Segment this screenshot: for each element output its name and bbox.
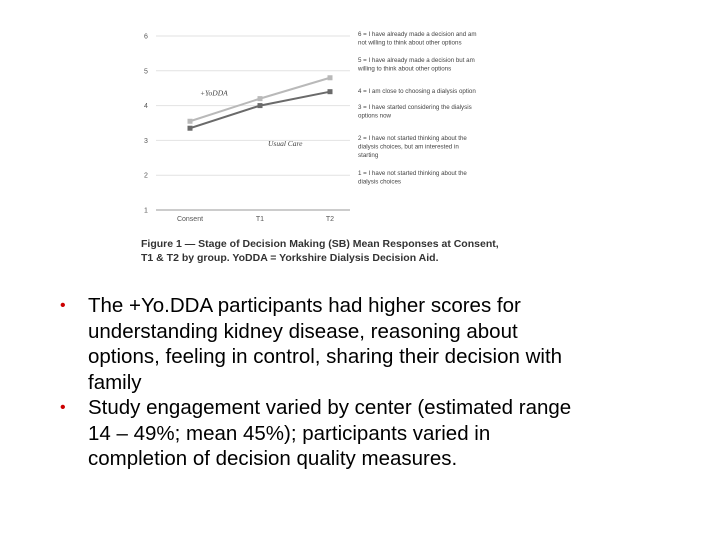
bullet-item: • The +Yo.DDA participants had higher sc… xyxy=(60,293,700,395)
data-point xyxy=(327,75,333,81)
bullet-line: completion of decision quality measures. xyxy=(88,447,458,470)
data-point xyxy=(257,103,263,109)
legend-line: 6 = I have already made a decision and a… xyxy=(358,31,477,38)
series-label: Usual Care xyxy=(268,139,303,148)
legend-line: options now xyxy=(358,113,392,120)
bullet-line: 14 – 49%; mean 45%); participants varied… xyxy=(88,421,491,445)
data-point xyxy=(257,96,263,102)
legend-line: 3 = I have started considering the dialy… xyxy=(358,104,472,111)
y-tick-label: 4 xyxy=(144,103,148,110)
data-point xyxy=(187,125,193,131)
legend-line: dialysis choices xyxy=(358,179,401,186)
bullet-line: family xyxy=(88,370,142,394)
x-tick-label: Consent xyxy=(177,216,203,223)
caption-line: T1 & T2 by group. YoDDA = Yorkshire Dial… xyxy=(141,252,439,264)
legend-line: 1 = I have not started thinking about th… xyxy=(358,170,467,177)
grid-layer xyxy=(156,35,350,211)
legend-scale-descriptions: 6 = I have already made a decision and a… xyxy=(357,31,477,186)
legend-line: willing to think about other options xyxy=(357,66,451,73)
legend-line: dialysis choices, but am interested in xyxy=(358,144,459,151)
series-label: +YoDDA xyxy=(200,88,228,97)
bullet-icon: • xyxy=(60,399,66,416)
bullet-list: • The +Yo.DDA participants had higher sc… xyxy=(60,293,700,472)
y-tick-labels: 1 2 3 4 5 6 xyxy=(144,34,148,215)
legend-line: 4 = I am close to choosing a dialysis op… xyxy=(358,88,476,95)
y-tick-label: 6 xyxy=(144,34,148,41)
bullet-line: Study engagement varied by center (estim… xyxy=(88,396,572,419)
bullet-line: The +Yo.DDA participants had higher scor… xyxy=(88,294,521,317)
x-tick-labels: Consent T1 T2 xyxy=(177,216,334,223)
data-point xyxy=(327,89,333,95)
legend-line: 2 = I have not started thinking about th… xyxy=(358,135,467,142)
series-layer: +YoDDA Usual Care xyxy=(187,75,333,148)
stage-of-decision-chart: 1 2 3 4 5 6 Consent T1 T2 +YoDDA Usual Care 6 = … xyxy=(144,31,477,223)
bullet-line: options, feeling in control, sharing the… xyxy=(88,345,563,368)
data-point xyxy=(187,118,193,124)
y-tick-label: 5 xyxy=(144,68,148,75)
y-tick-label: 2 xyxy=(144,173,148,180)
legend-line: 5 = I have already made a decision but a… xyxy=(358,57,475,64)
legend-line: not willing to think about other options xyxy=(358,40,462,47)
bullet-icon: • xyxy=(60,297,66,314)
caption-line: Figure 1 — Stage of Decision Making (SB)… xyxy=(141,238,499,250)
bullet-item: • Study engagement varied by center (est… xyxy=(60,395,700,472)
figure-caption: Figure 1 — Stage of Decision Making (SB)… xyxy=(141,237,521,265)
y-tick-label: 1 xyxy=(144,208,148,215)
x-tick-label: T1 xyxy=(256,216,264,223)
bullet-line: understanding kidney disease, reasoning … xyxy=(88,319,518,343)
legend-line: starting xyxy=(358,152,379,159)
x-tick-label: T2 xyxy=(326,216,334,223)
y-tick-label: 3 xyxy=(144,138,148,145)
